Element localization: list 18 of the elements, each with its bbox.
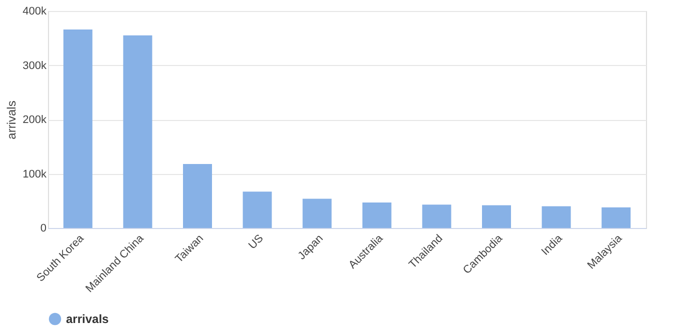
bar: [123, 35, 152, 228]
y-tick-label: 0: [40, 222, 46, 234]
y-axis-title: arrivals: [4, 100, 19, 140]
bar: [302, 198, 332, 228]
y-tick-label: 400k: [22, 6, 47, 18]
legend-label: arrivals: [66, 312, 110, 326]
x-tick-label: US: [246, 232, 266, 252]
bar: [242, 192, 272, 228]
bar: [542, 206, 571, 228]
bar: [362, 202, 392, 228]
y-tick-label: 100k: [22, 168, 47, 180]
bar: [422, 204, 452, 228]
bar: [63, 29, 92, 228]
y-tick-label: 300k: [22, 60, 47, 72]
bar: [602, 207, 631, 228]
bar: [482, 205, 511, 228]
y-tick-label: 200k: [22, 114, 47, 126]
bar: [183, 164, 212, 228]
